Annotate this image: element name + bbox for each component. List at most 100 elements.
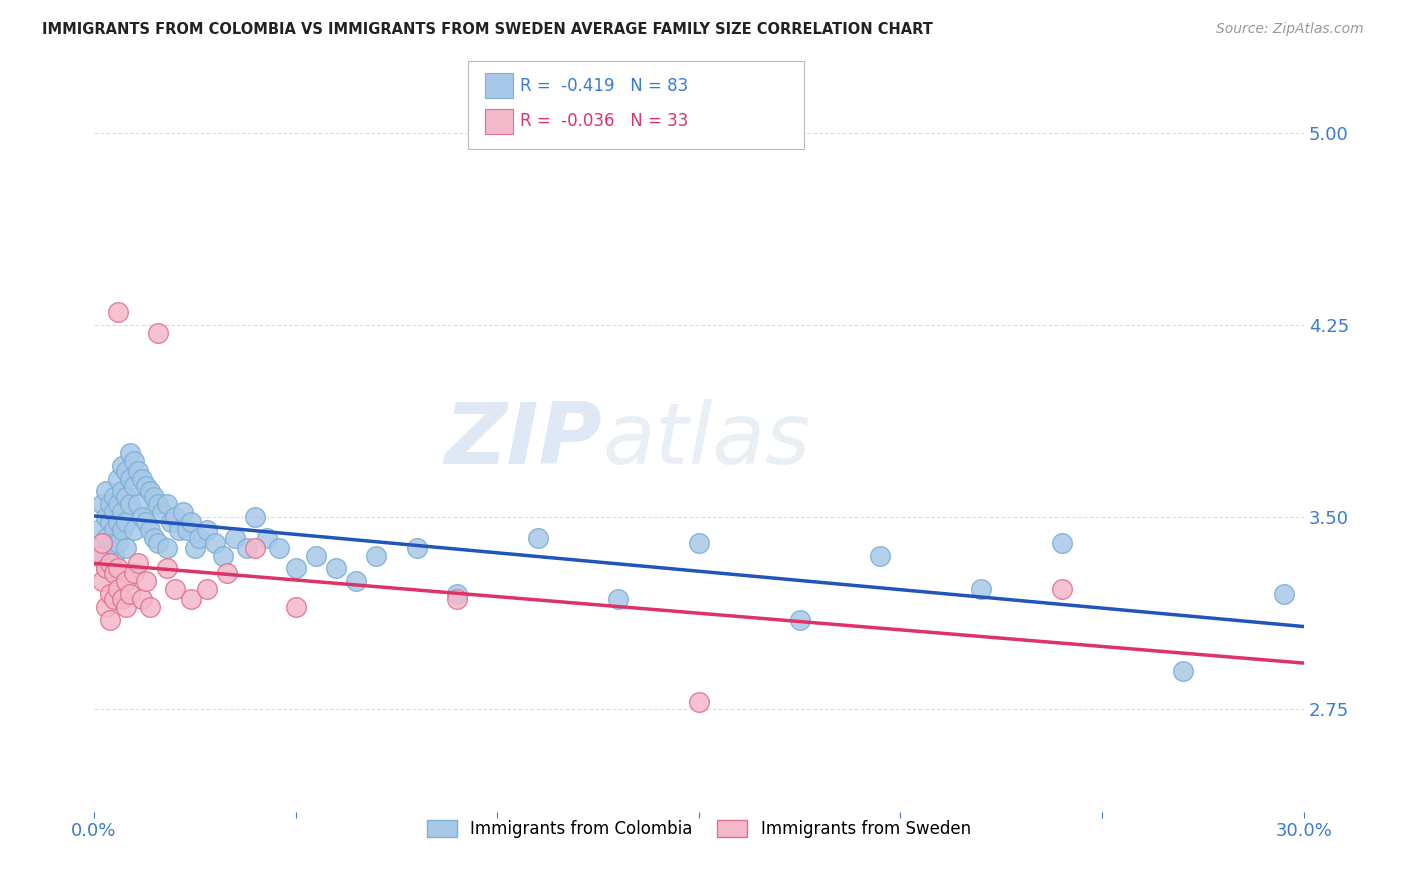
Point	[122, 523, 145, 537]
Point	[1050, 535, 1073, 549]
Point	[94, 561, 117, 575]
Point	[180, 515, 202, 529]
Point	[94, 549, 117, 563]
Point	[176, 523, 198, 537]
Point	[131, 592, 153, 607]
Point	[115, 574, 138, 589]
Point	[143, 490, 166, 504]
Point	[91, 574, 114, 589]
Point	[284, 561, 307, 575]
Point	[111, 484, 134, 499]
Point	[111, 523, 134, 537]
Point	[148, 535, 170, 549]
Point	[107, 535, 129, 549]
Point	[143, 531, 166, 545]
Point	[94, 561, 117, 575]
Point	[163, 510, 186, 524]
Point	[135, 515, 157, 529]
Point	[131, 472, 153, 486]
Point	[91, 535, 114, 549]
Point	[115, 541, 138, 555]
Text: R =  -0.419   N = 83: R = -0.419 N = 83	[520, 77, 689, 95]
Point	[98, 541, 121, 555]
Point	[135, 574, 157, 589]
Point	[245, 541, 267, 555]
Point	[245, 510, 267, 524]
Point	[122, 479, 145, 493]
Point	[688, 695, 710, 709]
Point	[91, 549, 114, 563]
Text: Source: ZipAtlas.com: Source: ZipAtlas.com	[1216, 22, 1364, 37]
Point	[94, 599, 117, 614]
Text: IMMIGRANTS FROM COLOMBIA VS IMMIGRANTS FROM SWEDEN AVERAGE FAMILY SIZE CORRELATI: IMMIGRANTS FROM COLOMBIA VS IMMIGRANTS F…	[42, 22, 934, 37]
Text: atlas: atlas	[602, 399, 810, 482]
Point	[1272, 587, 1295, 601]
Legend: Immigrants from Colombia, Immigrants from Sweden: Immigrants from Colombia, Immigrants fro…	[420, 813, 977, 845]
Point	[103, 490, 125, 504]
Point	[187, 531, 209, 545]
Point	[120, 587, 142, 601]
Point	[103, 549, 125, 563]
Point	[325, 561, 347, 575]
Point	[184, 541, 207, 555]
Point	[107, 561, 129, 575]
Point	[120, 497, 142, 511]
Point	[107, 472, 129, 486]
Point	[107, 515, 129, 529]
Point	[91, 497, 114, 511]
Point	[120, 472, 142, 486]
Point	[269, 541, 291, 555]
Point	[103, 505, 125, 519]
Point	[111, 592, 134, 607]
Point	[98, 561, 121, 575]
Point	[115, 464, 138, 478]
Point	[98, 613, 121, 627]
Point	[195, 582, 218, 596]
Point	[127, 556, 149, 570]
Point	[115, 599, 138, 614]
Point	[115, 490, 138, 504]
Point	[155, 541, 177, 555]
Point	[94, 531, 117, 545]
Point	[172, 505, 194, 519]
Point	[366, 549, 388, 563]
Point	[215, 566, 238, 581]
Point	[224, 531, 246, 545]
Point	[284, 599, 307, 614]
Point	[305, 549, 328, 563]
Point	[167, 523, 190, 537]
Point	[446, 592, 468, 607]
Point	[91, 535, 114, 549]
Text: R =  -0.036   N = 33: R = -0.036 N = 33	[520, 112, 689, 130]
Point	[970, 582, 993, 596]
Point	[103, 592, 125, 607]
Point	[236, 541, 259, 555]
Point	[526, 531, 548, 545]
Point	[111, 458, 134, 473]
Point	[120, 446, 142, 460]
Point	[344, 574, 367, 589]
Point	[87, 549, 110, 563]
Point	[122, 453, 145, 467]
Point	[159, 515, 181, 529]
Point	[127, 464, 149, 478]
Point	[1171, 664, 1194, 678]
Point	[163, 582, 186, 596]
Point	[135, 479, 157, 493]
Point	[148, 497, 170, 511]
Point	[212, 549, 235, 563]
Point	[139, 484, 162, 499]
Point	[148, 326, 170, 340]
Point	[107, 305, 129, 319]
Point	[87, 523, 110, 537]
Point	[127, 497, 149, 511]
Point	[103, 535, 125, 549]
Point	[180, 592, 202, 607]
Point	[122, 566, 145, 581]
Point	[107, 582, 129, 596]
Point	[107, 497, 129, 511]
Point	[111, 505, 134, 519]
Point	[139, 523, 162, 537]
Point	[94, 484, 117, 499]
Point	[152, 505, 174, 519]
